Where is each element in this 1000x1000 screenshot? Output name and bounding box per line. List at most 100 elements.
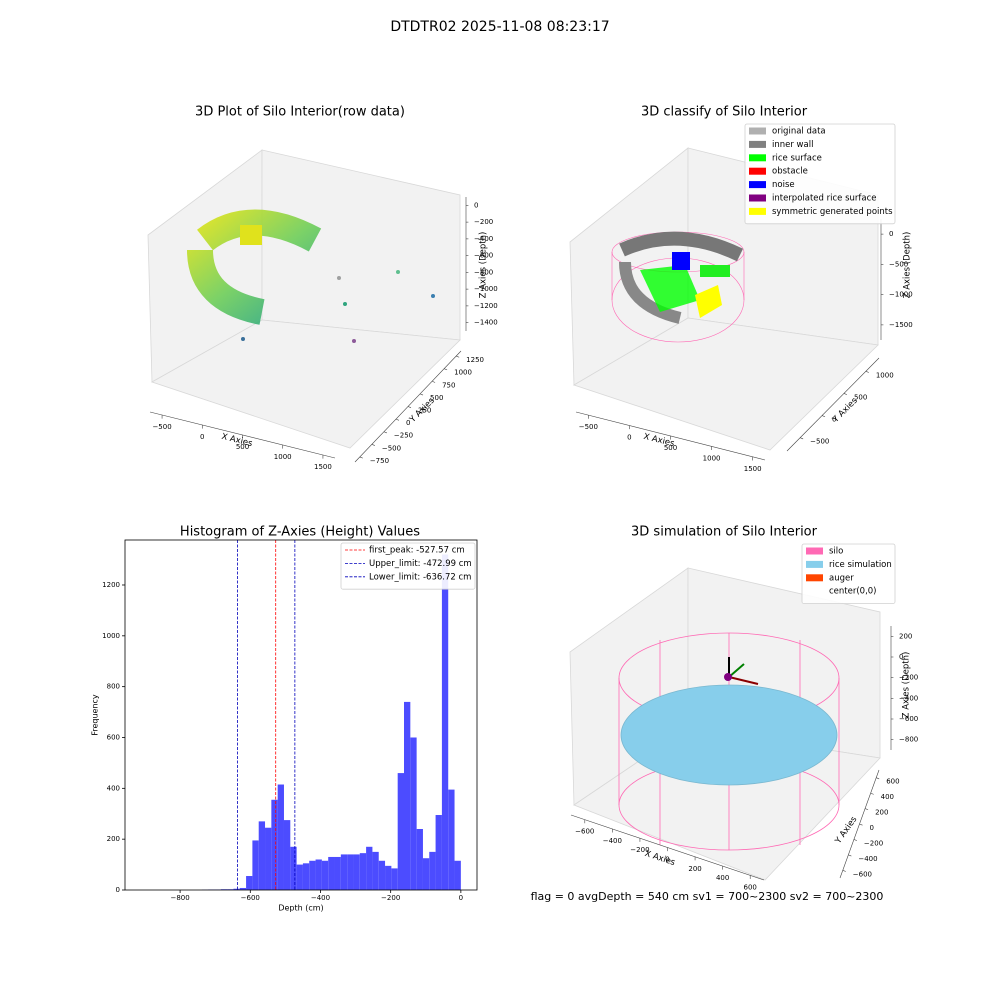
bar: [252, 840, 259, 890]
y-tick-label: 0: [116, 886, 120, 894]
bar: [265, 827, 272, 890]
legend-label: auger: [829, 573, 854, 583]
axis-label: Y Axies: [833, 814, 860, 846]
bar: [290, 846, 297, 890]
x-tick-label: −400: [603, 837, 622, 845]
chart-title: 3D classify of Silo Interior: [641, 105, 808, 120]
legend-label: rice simulation: [829, 560, 892, 570]
z-tick-label: −600: [474, 252, 493, 260]
y-tick-label: −250: [394, 432, 413, 440]
y-tick-label: 0: [832, 416, 836, 424]
bar: [328, 856, 335, 890]
axis-label: X Axies: [643, 849, 676, 868]
bar: [422, 858, 430, 890]
silo-model: [618, 632, 840, 851]
x-tick-label: −200: [381, 894, 400, 902]
bar: [258, 821, 266, 890]
z-tick-label: −1200: [474, 302, 498, 310]
legend-patch: [749, 181, 766, 189]
chart-title: Histogram of Z-Axies (Height) Values: [180, 525, 420, 540]
axis-label: Z Axies (Depth): [479, 232, 489, 299]
x-tick-label: −600: [241, 894, 260, 902]
axis-label: X Axies: [642, 432, 675, 449]
legend-patch: [749, 140, 766, 148]
y-tick: [383, 431, 388, 434]
bar: [454, 860, 461, 890]
y-tick-label: 400: [881, 793, 894, 801]
y-tick-label: 500: [854, 393, 867, 401]
bar: [416, 828, 423, 890]
x-tick-label: −200: [630, 846, 649, 854]
bar: [239, 887, 247, 890]
legend-box: [340, 542, 476, 590]
y-tick: [444, 368, 448, 371]
y-tick: [800, 437, 804, 440]
bar: [296, 864, 303, 890]
y-tick: [864, 808, 869, 811]
y-tick: [842, 870, 846, 872]
bar: [271, 799, 278, 890]
legend-label: Lower_limit: -636.72 cm: [369, 572, 471, 582]
legend-label: obstacle: [772, 167, 808, 177]
z-tick-label: −800: [899, 736, 918, 744]
y-tick: [865, 371, 869, 373]
axis-label: Z Axies (Depth): [902, 652, 912, 719]
x-tick-label: 500: [236, 443, 249, 451]
y-tick-label: 200: [875, 809, 888, 817]
point-cloud-1: [187, 209, 435, 343]
z-tick-label: −200: [899, 674, 918, 682]
y-tick-label: 600: [107, 733, 120, 741]
legend-patch: [749, 154, 766, 162]
bar: [366, 846, 373, 890]
z-tick-label: −400: [474, 235, 493, 243]
bar: [233, 888, 240, 890]
y-tick-label: 1000: [454, 369, 472, 377]
y-tick: [876, 777, 880, 780]
legend-box: [801, 543, 896, 604]
legend-patch: [749, 194, 766, 202]
z-tick-label: −1400: [474, 319, 498, 327]
bar: [441, 554, 449, 890]
x-tick-label: −600: [575, 828, 594, 836]
x-tick-label: 0: [459, 894, 463, 902]
y-tick-label: 250: [418, 407, 431, 415]
z-tick-label: −800: [474, 268, 493, 276]
legend-label: interpolated rice surface: [772, 194, 877, 204]
z-tick-label: −1000: [474, 285, 498, 293]
y-tick-label: 800: [107, 683, 120, 691]
y-tick-label: 0: [406, 419, 410, 427]
bar: [378, 860, 386, 890]
y-tick: [843, 393, 848, 395]
point-cloud-2: [611, 231, 745, 343]
y-tick-label: 400: [107, 784, 120, 792]
chart-title: 3D Plot of Silo Interior(row data): [195, 105, 405, 120]
legend-label: symmetric generated points: [772, 207, 893, 217]
axis-label: Z Axies (Depth): [903, 232, 913, 299]
y-tick: [456, 355, 460, 358]
x-tick-label: −500: [579, 423, 598, 431]
bar: [410, 737, 417, 890]
y-tick: [371, 444, 375, 446]
legend-label: center(0,0): [829, 587, 877, 597]
bar: [372, 851, 379, 890]
y-tick-label: −750: [370, 457, 389, 465]
legend-label: inner wall: [772, 140, 813, 150]
bar: [359, 853, 367, 890]
x-tick-label: 1000: [703, 454, 721, 462]
z-tick-label: −1500: [889, 321, 913, 329]
bar: [309, 860, 316, 890]
x-tick-label: −800: [170, 894, 189, 902]
y-tick: [821, 415, 826, 418]
z-tick-label: 0: [474, 201, 478, 209]
bar: [302, 863, 310, 890]
y-tick-label: −500: [382, 444, 401, 452]
x-tick-label: 500: [664, 444, 677, 452]
legend-patch: [749, 127, 766, 135]
bar: [277, 784, 284, 890]
z-tick-label: −600: [899, 715, 918, 723]
axis-label: Y Axies: [407, 396, 437, 426]
y-tick-label: 500: [430, 394, 443, 402]
z-tick-label: 200: [899, 632, 912, 640]
y-tick: [431, 380, 436, 383]
